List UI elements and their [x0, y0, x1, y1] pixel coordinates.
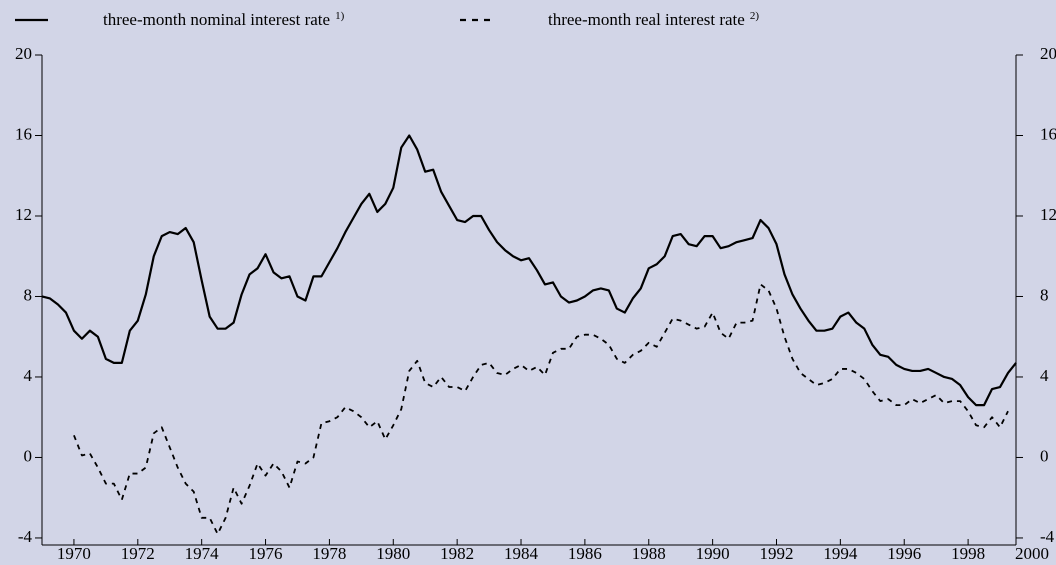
y2-tick-label: 16	[1040, 124, 1056, 143]
series-line	[41, 134, 1017, 407]
y-tick-label: 12	[15, 205, 32, 224]
x-tick-label: 1972	[121, 544, 155, 563]
y2-tick-label: 4	[1040, 366, 1049, 385]
y-tick-label: 8	[24, 285, 33, 304]
x-tick-label: 1988	[632, 544, 666, 563]
x-tick-label: 1990	[696, 544, 730, 563]
legend-note: 2)	[750, 10, 760, 22]
y2-tick-label: -4	[1040, 527, 1055, 546]
x-tick-label: 1996	[887, 544, 921, 563]
x-tick-label: 1984	[504, 544, 539, 563]
y-tick-label: 4	[24, 366, 33, 385]
x-tick-label: 1978	[312, 544, 346, 563]
series-line	[73, 283, 1009, 535]
legend-label: three-month real interest rate 2)	[548, 10, 759, 29]
x-tick-label: 1994	[823, 544, 858, 563]
x-tick-label: 1970	[57, 544, 91, 563]
y-tick-label: 16	[15, 124, 32, 143]
legend-note: 1)	[335, 10, 345, 22]
y-tick-label: 0	[24, 446, 33, 465]
x-tick-label: 1992	[759, 544, 793, 563]
y2-tick-label: 8	[1040, 285, 1049, 304]
x-tick-label: 1998	[951, 544, 985, 563]
legend-label: three-month nominal interest rate 1)	[103, 10, 345, 29]
x-tick-label: 2000	[1015, 544, 1049, 563]
x-tick-label: 1974	[185, 544, 220, 563]
x-tick-label: 1986	[568, 544, 602, 563]
legend-name: three-month real interest rate	[548, 10, 745, 29]
y2-tick-label: 0	[1040, 446, 1049, 465]
y2-tick-label: 20	[1040, 44, 1056, 63]
y-tick-label: -4	[18, 527, 33, 546]
y-tick-label: 20	[15, 44, 32, 63]
x-tick-label: 1976	[249, 544, 283, 563]
y2-tick-label: 12	[1040, 205, 1056, 224]
x-tick-label: 1982	[440, 544, 474, 563]
legend-name: three-month nominal interest rate	[103, 10, 330, 29]
x-tick-label: 1980	[376, 544, 410, 563]
